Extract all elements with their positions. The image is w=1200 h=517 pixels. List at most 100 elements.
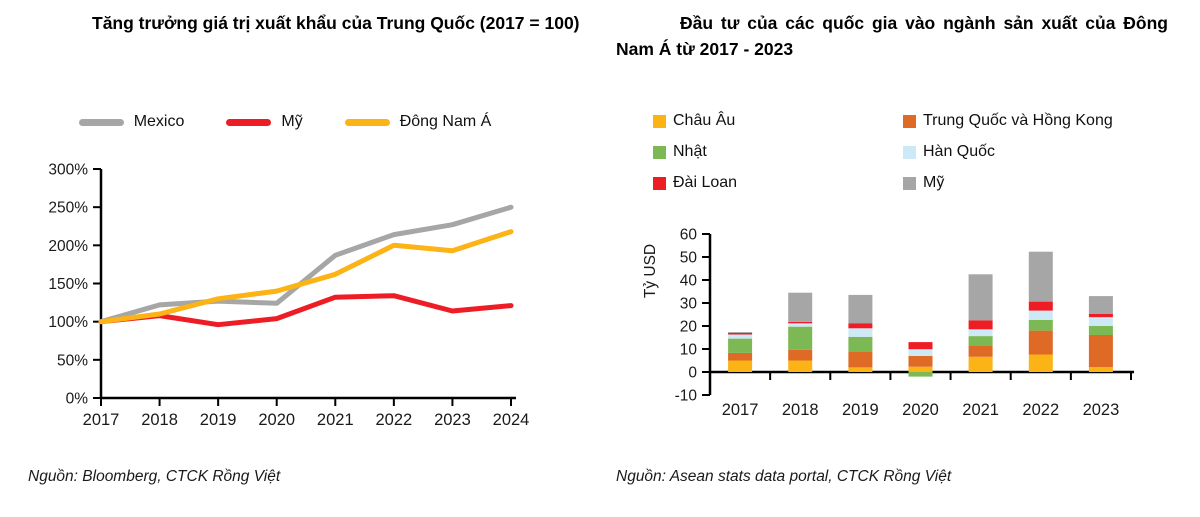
bar-2017-nhat — [728, 338, 753, 353]
legend-label: Nhật — [673, 143, 707, 160]
legend-label: Châu Âu — [673, 112, 736, 129]
x-tick-label: 2017 — [722, 401, 759, 419]
x-tick-label: 2021 — [962, 401, 999, 419]
legend-label: Đài Loan — [673, 174, 738, 191]
line-series-my — [98, 293, 514, 328]
export-growth-line-chart: 0% 50% 100% 150% 200% 250% 300% 2017 2018 2019 202… — [48, 162, 530, 430]
bar-groups — [728, 251, 1113, 377]
legend-label: Mỹ — [281, 113, 303, 130]
x-tick-label: 2023 — [1083, 401, 1120, 419]
legend-label: Đông Nam Á — [399, 113, 492, 130]
legend-swatch-my — [226, 118, 272, 126]
y-tick-label: 150% — [48, 276, 88, 293]
legend-item-chau-au: Châu Âu — [653, 112, 903, 130]
legend-item-nhat: Nhật — [653, 143, 903, 161]
legend-item--ai-loan: Đài Loan — [653, 174, 903, 192]
y-tick-label: 0% — [66, 391, 89, 408]
x-tick-label: 2021 — [317, 411, 354, 429]
bar-2017-han-quoc — [728, 334, 753, 339]
legend-swatch-my — [903, 176, 916, 190]
y-tick-label: 200% — [48, 238, 88, 255]
bar-2021-chau-au — [968, 356, 993, 372]
bar-2020-nhat — [908, 372, 933, 377]
line-series--ong-nam-a — [98, 229, 514, 325]
x-tick-label: 2020 — [902, 401, 939, 419]
legend-label: Trung Quốc và Hồng Kong — [923, 112, 1113, 129]
y-tick-label: -10 — [675, 388, 698, 405]
bar-2019-nhat — [848, 336, 873, 352]
bar-2021-trung-quoc-va-hong-kong — [968, 345, 993, 357]
legend-item-trung-quoc-va-hong-kong: Trung Quốc và Hồng Kong — [903, 112, 1177, 130]
bar-2023--ai-loan — [1088, 314, 1113, 318]
line-chart-axes — [93, 168, 516, 406]
x-tick-label: 2023 — [434, 411, 471, 429]
bar-2017-chau-au — [728, 360, 753, 372]
bar-2023-nhat — [1088, 326, 1113, 335]
bar-chart-legend: Châu Âu Trung Quốc và Hồng Kong Nhật Hàn Qu… — [653, 112, 1177, 192]
y-tick-label: 50% — [57, 352, 88, 369]
bar-2018-my — [788, 292, 813, 322]
bar-2017-trung-quoc-va-hong-kong — [728, 352, 753, 361]
right-chart-title: Đầu tư của các quốc gia vào ngành sản xu… — [616, 13, 1168, 59]
legend-item-mexico: Mexico — [78, 113, 185, 131]
y-tick-label: 250% — [48, 200, 88, 217]
bar-2017--ai-loan — [728, 332, 753, 335]
y-tick-label: 60 — [680, 227, 698, 244]
bar-2020--ai-loan — [908, 342, 933, 350]
left-source-note: Nguồn: Bloomberg, CTCK Rồng Việt — [28, 468, 281, 485]
bar-2023-my — [1088, 296, 1113, 314]
bar-2017-my — [728, 332, 753, 333]
y-tick-label: 30 — [680, 296, 698, 313]
bar-2023-trung-quoc-va-hong-kong — [1088, 335, 1113, 367]
bar-2018-trung-quoc-va-hong-kong — [788, 349, 813, 361]
legend-item-my: Mỹ — [903, 174, 1177, 192]
left-chart-title: Tăng trưởng giá trị xuất khẩu của Trung … — [92, 13, 580, 33]
investment-stacked-bar-chart: -10 0 10 20 30 40 50 60 Tỷ USD 2017 2018 2019 2020 20… — [642, 227, 1134, 419]
bar-2019-my — [848, 294, 873, 324]
bar-2020-trung-quoc-va-hong-kong — [908, 355, 933, 367]
y-tick-label: 20 — [680, 319, 698, 336]
legend-swatch-trung-quoc-va-hong-kong — [903, 114, 916, 128]
bar-2018-chau-au — [788, 360, 813, 372]
legend-swatch-chau-au — [653, 114, 666, 128]
bar-2022-my — [1028, 251, 1053, 302]
legend-swatch-mexico — [78, 118, 124, 126]
x-tick-label: 2019 — [842, 401, 879, 419]
bar-2020-han-quoc — [908, 349, 933, 356]
bar-2018--ai-loan — [788, 321, 813, 324]
x-tick-label: 2020 — [258, 411, 295, 429]
line-series-mexico — [98, 204, 514, 325]
bar-2019-trung-quoc-va-hong-kong — [848, 351, 873, 368]
legend-swatch-han-quoc — [903, 145, 916, 159]
y-tick-label: 40 — [680, 273, 698, 290]
legend-label: Mexico — [133, 113, 185, 130]
x-tick-label: 2024 — [493, 411, 530, 429]
line-chart-legend: Mexico Mỹ Đông Nam Á — [30, 113, 540, 131]
x-tick-label: 2022 — [1022, 401, 1059, 419]
right-source-note: Nguồn: Asean stats data portal, CTCK Rồn… — [616, 468, 952, 485]
bar-2022-chau-au — [1028, 354, 1053, 372]
bar-2022-han-quoc — [1028, 310, 1053, 320]
bar-2023-han-quoc — [1088, 317, 1113, 326]
bar-2019--ai-loan — [848, 323, 873, 329]
bar-2022-trung-quoc-va-hong-kong — [1028, 330, 1053, 355]
y-tick-label: 50 — [680, 250, 698, 267]
bar-2022-nhat — [1028, 320, 1053, 331]
y-axis-unit-label: Tỷ USD — [642, 244, 659, 298]
legend-label: Mỹ — [923, 174, 945, 191]
legend-label: Hàn Quốc — [923, 143, 996, 160]
bar-2021-my — [968, 274, 993, 321]
bar-2018-han-quoc — [788, 323, 813, 327]
bar-2018-nhat — [788, 326, 813, 350]
x-tick-label: 2018 — [141, 411, 178, 429]
legend-item--ong-nam-a: Đông Nam Á — [344, 113, 492, 131]
x-tick-label: 2022 — [375, 411, 412, 429]
y-tick-label: 10 — [680, 342, 698, 359]
legend-swatch-nhat — [653, 145, 666, 159]
bar-2021--ai-loan — [968, 320, 993, 330]
bar-2019-chau-au — [848, 367, 873, 372]
bar-2019-han-quoc — [848, 328, 873, 337]
y-tick-label: 100% — [48, 314, 88, 331]
bar-2022--ai-loan — [1028, 301, 1053, 311]
